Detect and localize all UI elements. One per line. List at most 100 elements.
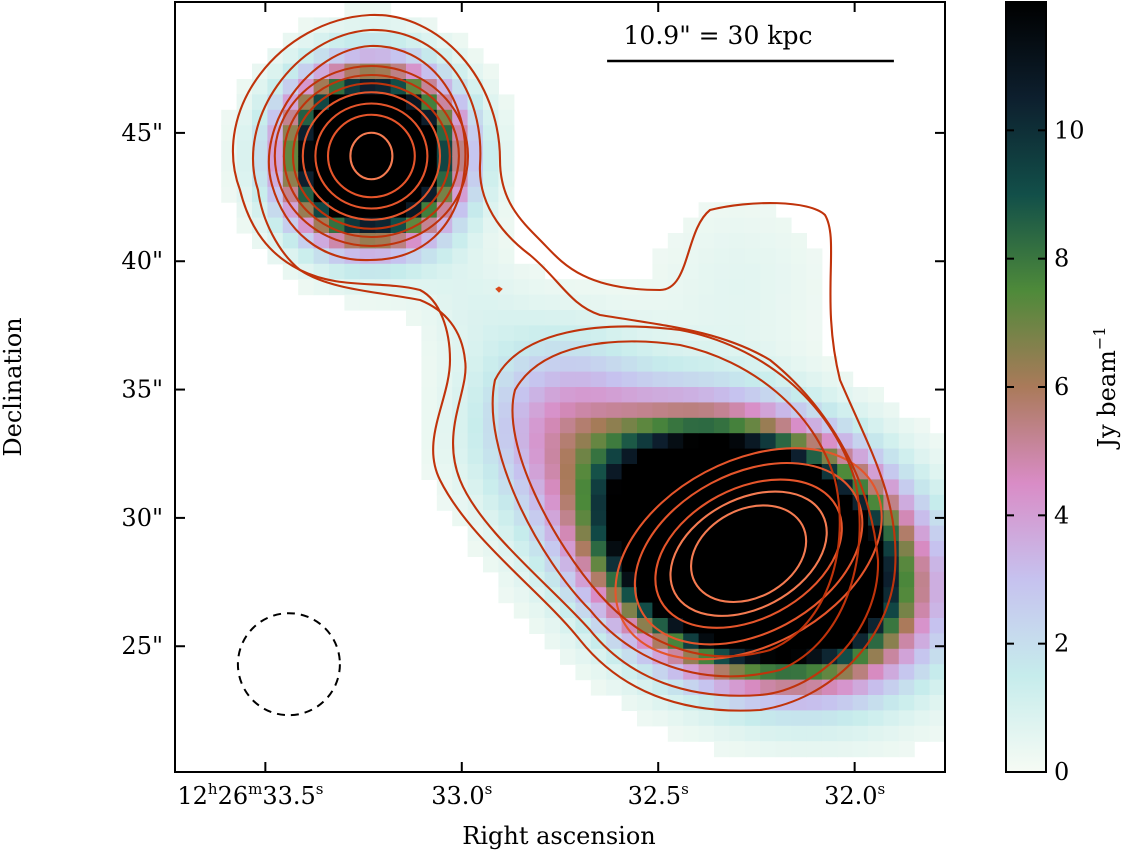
image-pixel bbox=[714, 233, 730, 249]
image-pixel bbox=[421, 156, 438, 172]
contour-line bbox=[314, 102, 429, 210]
image-pixel bbox=[744, 525, 761, 542]
image-pixel bbox=[821, 479, 838, 496]
image-pixel bbox=[236, 125, 253, 142]
image-pixel bbox=[775, 741, 792, 758]
image-pixel bbox=[929, 679, 945, 696]
image-pixel bbox=[513, 448, 530, 465]
image-pixel bbox=[621, 371, 638, 388]
image-pixel bbox=[498, 140, 515, 157]
image-pixel bbox=[575, 310, 592, 326]
image-pixel bbox=[898, 448, 915, 465]
image-pixel bbox=[698, 633, 715, 650]
image-pixel bbox=[729, 664, 746, 681]
image-pixel bbox=[498, 371, 515, 388]
image-pixel bbox=[529, 571, 546, 588]
image-pixel bbox=[637, 464, 653, 480]
image-pixel bbox=[621, 633, 638, 650]
image-pixel bbox=[837, 710, 854, 727]
image-pixel bbox=[606, 510, 623, 527]
image-pixel bbox=[652, 387, 669, 403]
contour-lines bbox=[231, 13, 897, 712]
image-pixel bbox=[729, 710, 746, 727]
image-pixel bbox=[806, 741, 823, 758]
image-pixel bbox=[436, 433, 453, 450]
image-pixel bbox=[791, 433, 807, 450]
image-pixel bbox=[544, 340, 561, 357]
image-pixel bbox=[313, 186, 330, 203]
image-pixel bbox=[898, 417, 915, 434]
image-pixel bbox=[421, 464, 438, 480]
image-pixel bbox=[637, 279, 653, 296]
image-pixel bbox=[498, 571, 515, 588]
image-pixel bbox=[529, 602, 546, 619]
image-pixel bbox=[483, 494, 499, 511]
image-pixel bbox=[883, 648, 900, 665]
image-pixel bbox=[637, 356, 653, 373]
image-pixel bbox=[467, 294, 484, 311]
image-pixel bbox=[498, 525, 515, 542]
image-pixel bbox=[513, 325, 530, 342]
image-pixel bbox=[590, 417, 607, 434]
image-pixel bbox=[914, 494, 931, 511]
image-pixel bbox=[529, 433, 546, 450]
image-pixel bbox=[529, 387, 546, 403]
image-pixel bbox=[436, 233, 453, 249]
image-pixel bbox=[467, 186, 484, 203]
image-pixel bbox=[621, 525, 638, 542]
image-pixel bbox=[483, 140, 499, 157]
image-pixel bbox=[252, 140, 268, 157]
image-pixel bbox=[775, 464, 792, 480]
image-pixel bbox=[590, 602, 607, 619]
image-pixel bbox=[513, 556, 530, 573]
image-pixel bbox=[221, 140, 238, 157]
image-pixel bbox=[714, 525, 730, 542]
image-pixel bbox=[821, 387, 838, 403]
image-pixel bbox=[760, 710, 777, 727]
image-pixel bbox=[513, 356, 530, 373]
contour-line bbox=[326, 113, 416, 199]
image-pixel bbox=[621, 556, 638, 573]
image-pixel bbox=[590, 510, 607, 527]
image-pixel bbox=[898, 633, 915, 650]
image-pixel bbox=[344, 32, 361, 49]
colorbar-title-exponent: −1 bbox=[1090, 326, 1109, 350]
beam-ellipse bbox=[236, 612, 341, 717]
image-pixel bbox=[590, 648, 607, 665]
image-pixel bbox=[513, 587, 530, 604]
image-pixel bbox=[714, 294, 730, 311]
image-pixel bbox=[359, 140, 376, 157]
image-pixel bbox=[621, 510, 638, 527]
image-pixel bbox=[760, 648, 777, 665]
image-pixel bbox=[560, 479, 576, 496]
image-pixel bbox=[898, 494, 915, 511]
image-pixel bbox=[298, 217, 315, 234]
image-pixel bbox=[498, 402, 515, 419]
image-pixel bbox=[791, 402, 807, 419]
image-pixel bbox=[683, 387, 700, 403]
image-pixel bbox=[806, 571, 823, 588]
image-pixel bbox=[683, 217, 700, 234]
image-pixel bbox=[698, 679, 715, 696]
image-pixel bbox=[945, 495, 961, 511]
image-pixel bbox=[714, 695, 730, 711]
image-pixel bbox=[606, 371, 623, 388]
image-pixel bbox=[898, 679, 915, 696]
image-pixel bbox=[267, 109, 284, 126]
image-pixel bbox=[467, 448, 484, 465]
image-pixel bbox=[390, 202, 407, 219]
image-pixel bbox=[421, 63, 438, 80]
image-pixel bbox=[683, 356, 700, 373]
image-pixel bbox=[698, 433, 715, 450]
x-tick-label-unit: s bbox=[878, 780, 886, 798]
y-axis-ticks: 25" 30" 35" 40" 45" bbox=[121, 119, 945, 660]
image-pixel bbox=[791, 340, 807, 357]
image-pixel bbox=[945, 618, 961, 634]
image-pixel bbox=[575, 417, 592, 434]
image-pixel bbox=[883, 679, 900, 696]
image-pixel bbox=[452, 217, 469, 234]
image-pixel bbox=[544, 479, 561, 496]
image-pixel bbox=[683, 587, 700, 604]
image-pixel bbox=[436, 294, 453, 311]
image-pixel bbox=[621, 602, 638, 619]
